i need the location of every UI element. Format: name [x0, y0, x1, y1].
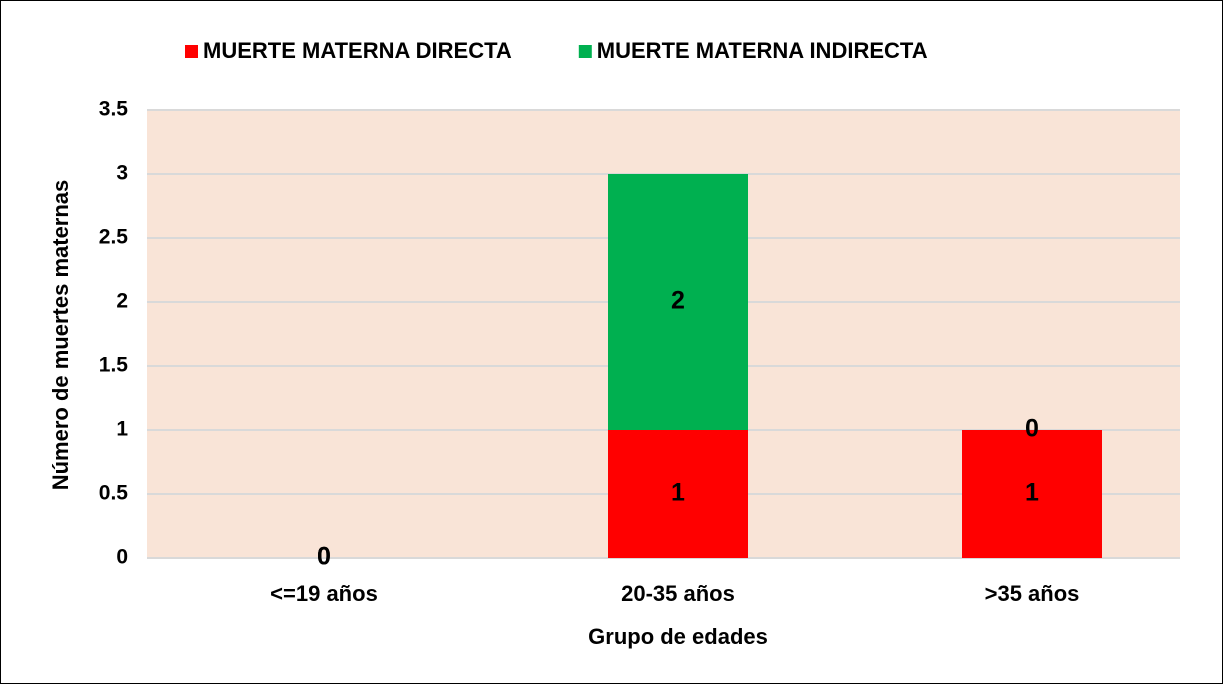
legend-swatch [185, 45, 198, 58]
legend-swatch [578, 45, 592, 58]
data-label: 0 [317, 543, 331, 571]
data-label: 1 [1025, 479, 1039, 507]
legend-label: MUERTE MATERNA DIRECTA [203, 38, 512, 63]
y-tick-label: 0.5 [99, 482, 129, 505]
y-tick-label: 0 [116, 546, 128, 569]
x-axis-title: Grupo de edades [588, 624, 768, 649]
y-tick-label: 3.5 [99, 98, 129, 121]
bar-segment [962, 430, 1102, 558]
y-axis-title: Número de muertes maternas [48, 180, 73, 491]
x-tick-label: >35 años [985, 581, 1080, 606]
data-label: 2 [671, 287, 685, 315]
y-tick-label: 2.5 [99, 226, 129, 249]
y-tick-label: 1 [116, 418, 128, 441]
y-tick-label: 3 [116, 162, 128, 185]
y-tick-label: 1.5 [99, 354, 129, 377]
data-label: 0 [317, 543, 331, 571]
bar-segment [608, 430, 748, 558]
legend-label: MUERTE MATERNA INDIRECTA [597, 38, 928, 63]
data-label: 0 [1025, 415, 1039, 443]
data-label: 1 [671, 479, 685, 507]
x-tick-label: <=19 años [270, 581, 378, 606]
bar-segment [608, 174, 748, 430]
y-tick-label: 2 [116, 290, 128, 313]
x-tick-label: 20-35 años [621, 581, 735, 606]
